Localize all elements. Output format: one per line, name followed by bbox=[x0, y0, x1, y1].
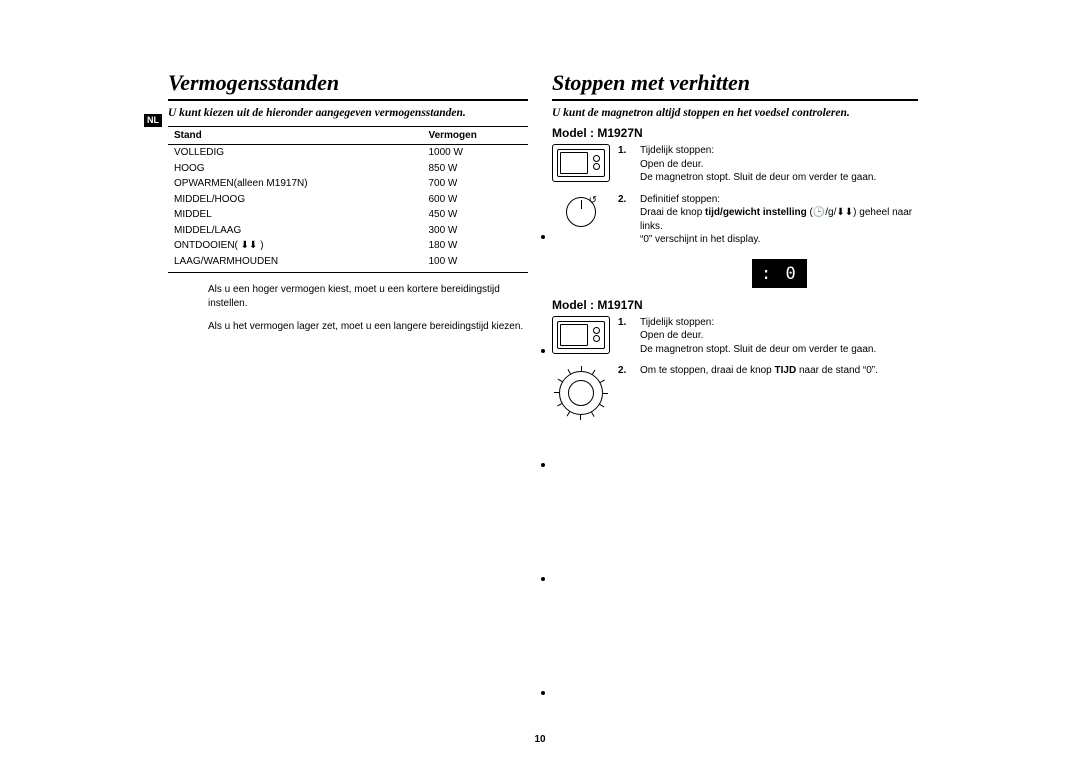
left-section-title: Vermogensstanden bbox=[168, 70, 528, 101]
model-a-step-2: ↺ 2. Definitief stoppen: Draai de knop t… bbox=[552, 193, 918, 247]
display-readout: : 0 bbox=[752, 259, 807, 288]
step-number: 2. bbox=[618, 364, 632, 422]
microwave-icon bbox=[552, 316, 610, 354]
table-row: MIDDEL450 W bbox=[168, 207, 528, 223]
step-text: Tijdelijk stoppen: Open de deur. De magn… bbox=[640, 316, 918, 357]
step-number: 1. bbox=[618, 144, 632, 185]
model-a-label: Model : M1927N bbox=[552, 126, 918, 140]
left-note-1: Als u een hoger vermogen kiest, moet u e… bbox=[208, 283, 528, 310]
model-b-label: Model : M1917N bbox=[552, 298, 918, 312]
step-number: 1. bbox=[618, 316, 632, 357]
step-number: 2. bbox=[618, 193, 632, 247]
table-header-stand: Stand bbox=[168, 127, 422, 145]
left-column: NL Vermogensstanden U kunt kiezen uit de… bbox=[168, 70, 528, 430]
table-row: OPWARMEN(alleen M1917N)700 W bbox=[168, 176, 528, 192]
microwave-icon bbox=[552, 144, 610, 182]
timer-dial-icon bbox=[552, 364, 610, 422]
table-row: LAAG/WARMHOUDEN100 W bbox=[168, 254, 528, 273]
table-row: VOLLEDIG1000 W bbox=[168, 145, 528, 161]
table-row: HOOG850 W bbox=[168, 161, 528, 177]
language-badge: NL bbox=[144, 114, 162, 127]
right-intro: U kunt de magnetron altijd stoppen en he… bbox=[552, 107, 918, 119]
power-table: Stand Vermogen VOLLEDIG1000 W HOOG850 W … bbox=[168, 126, 528, 273]
left-note-2: Als u het vermogen lager zet, moet u een… bbox=[208, 320, 528, 334]
dial-icon: ↺ bbox=[552, 193, 610, 231]
left-intro: U kunt kiezen uit de hieronder aangegeve… bbox=[168, 107, 528, 119]
column-separator bbox=[541, 235, 545, 695]
model-a-step-1: 1. Tijdelijk stoppen: Open de deur. De m… bbox=[552, 144, 918, 185]
right-section-title: Stoppen met verhitten bbox=[552, 70, 918, 101]
table-row: MIDDEL/LAAG300 W bbox=[168, 223, 528, 239]
page-number: 10 bbox=[0, 734, 1080, 745]
table-row: ONTDOOIEN( ⬇⬇ )180 W bbox=[168, 238, 528, 254]
model-b-step-1: 1. Tijdelijk stoppen: Open de deur. De m… bbox=[552, 316, 918, 357]
step-text: Tijdelijk stoppen: Open de deur. De magn… bbox=[640, 144, 918, 185]
step-text: Om te stoppen, draai de knop TIJD naar d… bbox=[640, 364, 918, 422]
right-column: Stoppen met verhitten U kunt de magnetro… bbox=[552, 70, 918, 430]
table-row: MIDDEL/HOOG600 W bbox=[168, 192, 528, 208]
model-b-step-2: 2. Om te stoppen, draai de knop TIJD naa… bbox=[552, 364, 918, 422]
step-text: Definitief stoppen: Draai de knop tijd/g… bbox=[640, 193, 918, 247]
table-header-vermogen: Vermogen bbox=[422, 127, 528, 145]
